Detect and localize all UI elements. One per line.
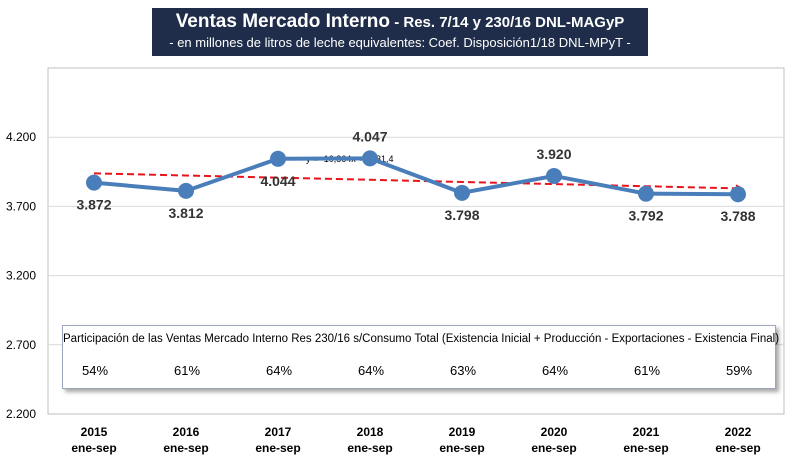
x-tick-label: 2016 [173,425,200,439]
data-label: 3.872 [76,197,111,213]
title-main: Ventas Mercado Interno [175,11,391,32]
data-point [86,174,102,191]
participation-value: 64% [265,363,293,378]
data-point [362,150,378,167]
data-point [270,150,286,167]
data-point [730,186,746,203]
data-point [638,185,654,202]
data-point [454,184,470,201]
participation-title: Participación de las Ventas Mercado Inte… [63,333,780,345]
title-sub: - Res. 7/14 y 230/16 DNL-MAGyP [390,14,625,31]
x-tick-sublabel: ene-sep [715,441,760,455]
series-line [93,156,739,197]
series-ventas [86,150,746,203]
y-tick-label: 4.200 [6,130,36,144]
x-tick-sublabel: ene-sep [531,441,576,455]
x-tick-label: 2018 [357,425,384,439]
participation-box: Participación de las Ventas Mercado Inte… [62,325,780,389]
participation-value: 64% [357,363,385,378]
x-tick-sublabel: ene-sep [255,441,300,455]
x-tick-sublabel: ene-sep [163,441,208,455]
data-label: 4.047 [352,128,387,144]
x-tick-label: 2015 [81,425,108,439]
trend-line [93,172,744,193]
x-tick-sublabel: ene-sep [347,441,392,455]
y-tick-label: 2.200 [6,407,36,421]
data-label: 3.792 [628,208,663,224]
x-tick-sublabel: ene-sep [439,441,484,455]
x-tick-label: 2022 [725,425,752,439]
chart-title-box: Ventas Mercado Interno - Res. 7/14 y 230… [152,8,648,56]
participation-value: 54% [81,363,109,378]
y-tick-label: 3.200 [6,269,36,283]
y-tick-label: 2.700 [6,338,36,352]
chart-title: Ventas Mercado Interno - Res. 7/14 y 230… [152,11,648,33]
chart-subtitle: - en millones de litros de leche equival… [169,35,631,50]
data-label: 3.920 [536,146,571,162]
x-tick-label: 2019 [449,425,476,439]
participation-value: 59% [725,363,753,378]
x-axis: 2015 ene-sep 2016 ene-sep 2017 ene-sep 2018 ene… [71,425,760,455]
x-tick-sublabel: ene-sep [71,441,116,455]
x-tick-label: 2017 [265,425,292,439]
data-labels: 3.872 3.812 4.044 4.047 3.798 3.920 3.792 3.788 [76,128,755,224]
y-axis: 2.200 2.700 3.200 3.700 4.200 [6,130,36,421]
data-label: 3.788 [720,208,755,224]
x-tick-label: 2020 [541,425,568,439]
data-label: 3.812 [168,205,203,221]
x-tick-sublabel: ene-sep [623,441,668,455]
data-point [178,182,194,199]
participation-value: 61% [633,363,661,378]
data-label: 4.044 [260,173,295,189]
x-tick-label: 2021 [633,425,660,439]
data-point [546,167,562,184]
y-tick-label: 3.700 [6,199,36,213]
participation-value: 63% [449,363,477,378]
participation-value: 64% [541,363,569,378]
participation-value: 61% [173,363,201,378]
data-label: 3.798 [444,207,479,223]
